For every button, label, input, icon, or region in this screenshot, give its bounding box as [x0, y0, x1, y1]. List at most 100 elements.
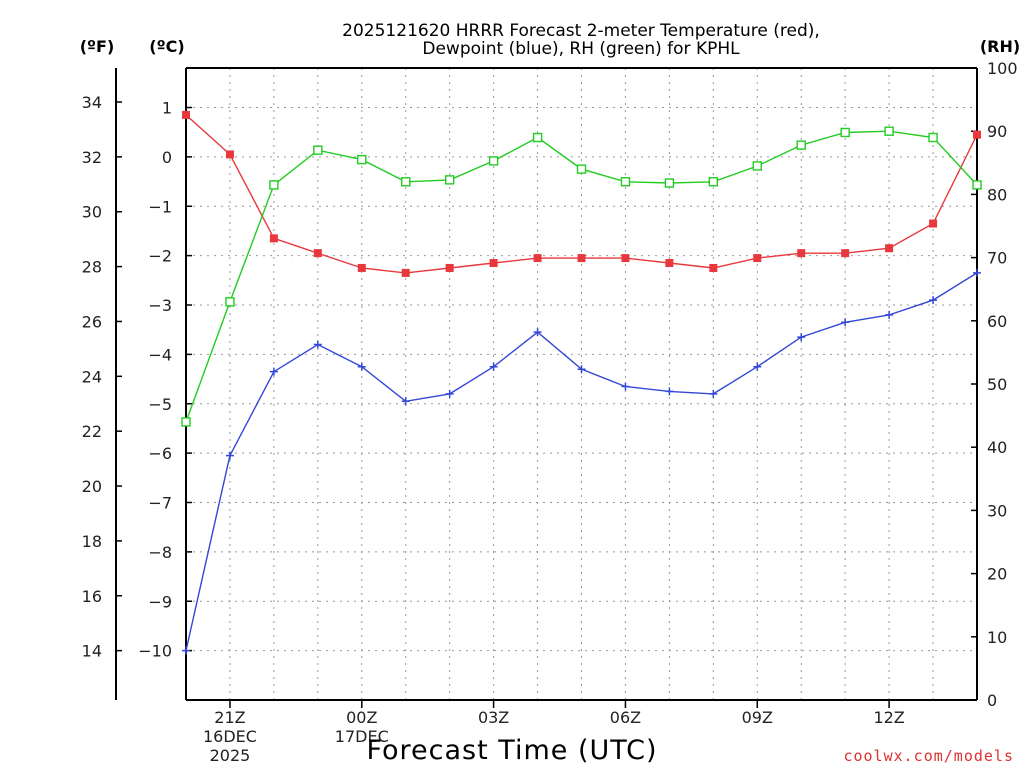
dewpoint-point [313, 340, 322, 349]
rh-tick-label: 30 [987, 501, 1007, 520]
temperature-point [753, 254, 762, 263]
rh-tick-label: 10 [987, 628, 1007, 647]
dewpoint-point [885, 310, 894, 319]
dewpoint-point [929, 296, 938, 305]
fahrenheit-tick-label: 16 [82, 587, 102, 606]
temperature-point [489, 259, 498, 268]
celsius-tick-label: −3 [148, 296, 172, 315]
dewpoint-point [357, 362, 366, 371]
dewpoint-point [269, 367, 278, 376]
celsius-tick-label: −9 [148, 592, 172, 611]
dewpoint-point [577, 365, 586, 374]
temperature-point [533, 254, 542, 263]
x-tick-label: 21Z [214, 708, 245, 727]
celsius-tick-label: 0 [162, 148, 172, 167]
dewpoint-point [489, 362, 498, 371]
rh-point [181, 417, 191, 427]
chart-title-line-1: 2025121620 HRRR Forecast 2-meter Tempera… [342, 21, 820, 41]
x-tick-label: 06Z [610, 708, 641, 727]
rh-point [928, 132, 938, 143]
dewpoint-point [665, 387, 674, 396]
fahrenheit-tick-label: 18 [82, 532, 102, 551]
celsius-tick-label: −6 [148, 444, 172, 463]
x-tick-label: 09Z [742, 708, 773, 727]
rh-point [708, 177, 719, 187]
x-tick-label: 16DEC [203, 727, 257, 746]
chart-title-line-2: Dewpoint (blue), RH (green) for KPHL [422, 39, 740, 59]
dewpoint-point [709, 389, 718, 398]
fahrenheit-tick-label: 28 [82, 258, 102, 277]
fahrenheit-tick-label: 26 [82, 312, 102, 331]
fahrenheit-tick-label: 30 [82, 203, 102, 222]
dewpoint-point [401, 397, 410, 406]
temperature-point [929, 219, 938, 228]
rh-point [313, 145, 323, 155]
temperature-point [357, 263, 366, 272]
x-axis-title: Forecast Time (UTC) [366, 735, 657, 766]
x-tick-label: 03Z [478, 708, 509, 727]
fahrenheit-tick-label: 14 [82, 642, 102, 661]
dewpoint-point [533, 328, 542, 337]
celsius-unit-label: (ºC) [149, 37, 184, 56]
x-tick-label: 2025 [210, 746, 251, 765]
celsius-tick-label: −1 [148, 197, 172, 216]
temperature-point [665, 259, 674, 268]
dewpoint-point [621, 382, 630, 391]
rh-tick-label: 90 [987, 122, 1007, 141]
rh-tick-label: 0 [987, 691, 997, 710]
rh-tick-label: 100 [987, 59, 1018, 78]
rh-point [401, 177, 411, 187]
celsius-tick-label: −7 [148, 494, 172, 513]
rh-point [444, 175, 455, 185]
fahrenheit-tick-label: 24 [82, 367, 102, 386]
temperature-point [269, 234, 278, 243]
celsius-tick-label: −8 [148, 543, 172, 562]
x-tick-label: 00Z [346, 708, 377, 727]
celsius-tick-label: −10 [138, 642, 172, 661]
temperature-point [577, 254, 586, 263]
celsius-tick-label: −2 [148, 247, 172, 266]
rh-tick-label: 80 [987, 185, 1007, 204]
temperature-point [182, 110, 190, 119]
celsius-tick-label: −5 [148, 395, 172, 414]
rh-tick-label: 40 [987, 438, 1007, 457]
temperature-point [621, 254, 630, 263]
x-tick-label: 12Z [873, 708, 904, 727]
rh-point [664, 178, 675, 188]
rh-point [796, 140, 806, 150]
x-tick-label: 17DEC [335, 727, 389, 746]
fahrenheit-unit-label: (ºF) [80, 37, 115, 56]
rh-point [840, 127, 850, 138]
temperature-point [225, 150, 234, 159]
temperature-point [841, 249, 850, 258]
dewpoint-point [841, 318, 850, 327]
rh-tick-label: 60 [987, 312, 1007, 331]
rh-point [884, 126, 894, 136]
rh-unit-label: (RH) [980, 37, 1020, 56]
tick-labels: 10−1−2−3−4−5−6−7−8−9−1034323028262422201… [82, 59, 1018, 765]
rh-point [972, 180, 982, 190]
axes [115, 67, 978, 701]
celsius-tick-label: −4 [148, 345, 172, 364]
rh-tick-label: 50 [987, 375, 1007, 394]
temperature-point [885, 244, 894, 253]
dewpoint-point [182, 646, 190, 655]
data-series [181, 110, 982, 655]
dewpoint-point [225, 451, 234, 460]
dewpoint-point [797, 333, 806, 342]
celsius-tick-label: 1 [162, 99, 172, 118]
fahrenheit-tick-label: 32 [82, 148, 102, 167]
grid-lines [186, 68, 977, 700]
rh-point [357, 154, 367, 165]
rh-point [488, 156, 499, 166]
rh-point [225, 297, 235, 307]
dewpoint-point [753, 362, 762, 371]
dewpoint-point [973, 268, 981, 277]
rh-point [532, 132, 543, 143]
fahrenheit-tick-label: 34 [82, 93, 102, 112]
temperature-point [401, 268, 410, 277]
rh-tick-label: 70 [987, 249, 1007, 268]
rh-tick-label: 20 [987, 565, 1007, 584]
rh-point [620, 177, 631, 187]
temperature-point [797, 249, 806, 258]
